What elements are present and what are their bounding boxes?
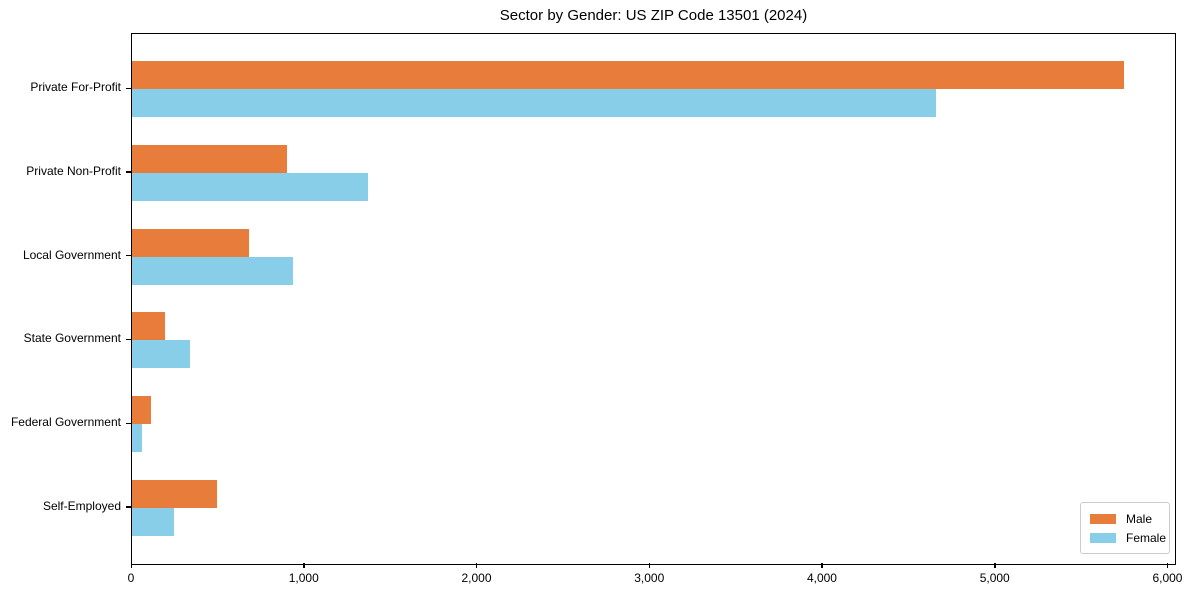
- bar-female-1: [132, 172, 368, 201]
- bar-female-4: [132, 424, 143, 453]
- legend: Male Female: [1080, 502, 1170, 554]
- y-tick-label: Federal Government: [10, 415, 121, 430]
- x-tick-label: 6,000: [1152, 571, 1183, 585]
- bar-female-5: [132, 507, 175, 536]
- legend-swatch-male: [1090, 513, 1116, 524]
- bar-male-2: [132, 228, 250, 257]
- bar-female-0: [132, 89, 937, 118]
- bar-female-3: [132, 340, 190, 369]
- y-tick-label: Self-Employed: [42, 498, 121, 513]
- x-tick-mark: [648, 563, 651, 568]
- y-tick-mark: [126, 255, 131, 257]
- legend-swatch-female: [1090, 532, 1116, 543]
- x-tick-mark: [994, 563, 996, 568]
- bar-male-1: [132, 144, 288, 173]
- y-tick-label: State Government: [23, 331, 121, 346]
- y-tick-mark: [126, 338, 131, 341]
- x-tick-mark: [1166, 563, 1169, 568]
- x-tick-label: 3,000: [634, 571, 665, 585]
- bar-male-4: [132, 396, 151, 425]
- x-tick-label: 0: [127, 571, 135, 585]
- chart-title: Sector by Gender: US ZIP Code 13501 (202…: [499, 7, 808, 24]
- y-tick-mark: [126, 87, 131, 90]
- x-tick-mark: [303, 563, 305, 568]
- y-tick-label: Local Government: [22, 247, 121, 262]
- y-tick-mark: [126, 506, 131, 508]
- plot-area: Male Female: [131, 33, 1176, 565]
- legend-item-female: Female: [1090, 528, 1169, 547]
- bar-male-5: [132, 479, 217, 508]
- legend-label-male: Male: [1126, 511, 1153, 526]
- x-tick-mark: [821, 563, 823, 568]
- bar-male-3: [132, 312, 165, 341]
- x-tick-mark: [130, 563, 132, 568]
- legend-label-female: Female: [1126, 530, 1167, 545]
- legend-item-male: Male: [1090, 509, 1169, 528]
- y-tick-mark: [126, 422, 131, 424]
- x-tick-label: 4,000: [806, 571, 837, 585]
- bar-male-0: [132, 61, 1125, 90]
- x-tick-mark: [475, 563, 478, 568]
- y-tick-mark: [126, 171, 131, 173]
- x-tick-label: 2,000: [461, 571, 492, 585]
- bar-female-2: [132, 256, 293, 285]
- y-tick-label: Private For-Profit: [30, 80, 121, 95]
- x-tick-label: 1,000: [288, 571, 319, 585]
- x-tick-label: 5,000: [979, 571, 1010, 585]
- y-tick-label: Private Non-Profit: [26, 163, 121, 178]
